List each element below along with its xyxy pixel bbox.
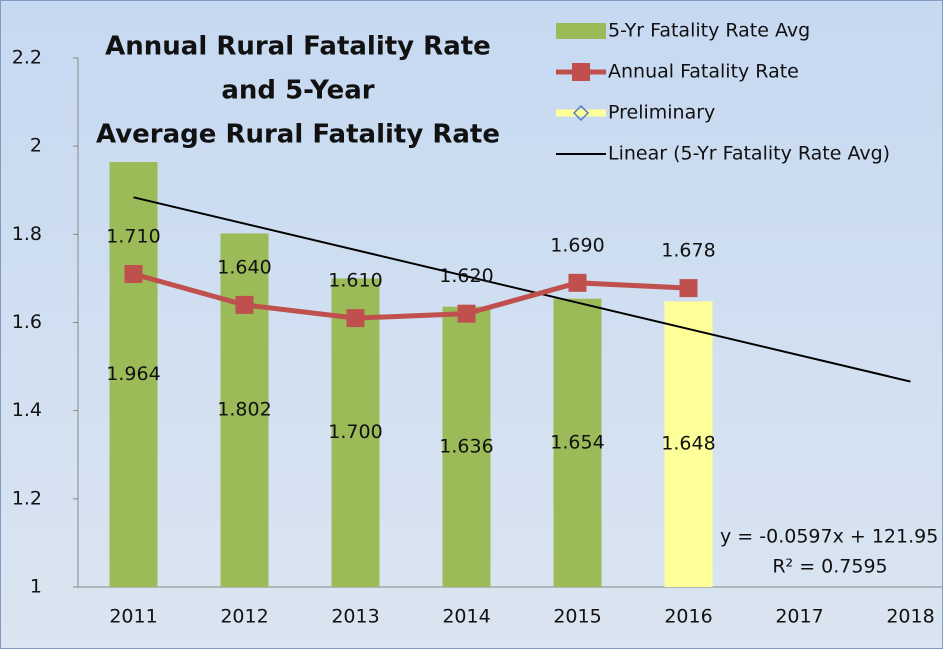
line-value-label: 1.640 [217,256,271,278]
chart-title: Annual Rural Fatality Rate [105,32,491,62]
bar-value-label: 1.802 [217,399,271,421]
line-marker [235,295,254,314]
y-tick-label: 1.4 [12,399,42,421]
line-value-label: 1.710 [106,226,160,248]
bar [442,306,491,587]
trend-equation: y = -0.0597x + 121.95 [720,526,938,548]
line-marker [124,265,143,284]
bar [220,233,269,587]
x-tick-label: 2012 [220,606,268,628]
bar-value-label: 1.648 [661,433,715,455]
legend-swatch [572,104,590,122]
legend-swatch [572,63,590,81]
line-marker [346,309,365,328]
y-tick-label: 2.2 [12,47,42,69]
legend-label: Linear (5-Yr Fatality Rate Avg) [608,143,890,165]
bar [553,298,602,587]
bar [109,162,158,587]
line-value-label: 1.690 [550,234,604,256]
line-series [132,271,689,321]
bar-value-label: 1.654 [550,431,604,453]
y-tick-label: 1.8 [12,223,42,245]
x-tick-label: 2017 [775,606,823,628]
line-value-label: 1.610 [328,270,382,292]
x-tick-label: 2014 [442,606,490,628]
bar [331,278,380,587]
bar-value-label: 1.964 [106,363,160,385]
line-marker [679,279,698,298]
x-tick-label: 2011 [109,606,157,628]
y-tick-label: 1.6 [12,311,42,333]
chart-title: and 5-Year [221,76,374,106]
x-tick-label: 2015 [553,606,601,628]
legend-label: 5-Yr Fatality Rate Avg [608,20,810,42]
x-tick-label: 2018 [886,606,934,628]
legend-label: Preliminary [608,102,715,124]
line-value-label: 1.620 [439,265,493,287]
trendline [133,196,911,383]
line-marker [457,304,476,323]
line-value-label: 1.678 [661,240,715,262]
bar-value-label: 1.636 [439,435,493,457]
x-tick-label: 2013 [331,606,379,628]
chart-title: Average Rural Fatality Rate [96,120,500,150]
y-tick-label: 1.2 [12,487,42,509]
y-tick-label: 2 [30,135,42,157]
y-tick-label: 1 [30,576,42,598]
trend-r2: R² = 0.7595 [772,556,887,578]
legend-swatch [556,23,606,39]
x-tick-label: 2016 [664,606,712,628]
line-marker [568,273,587,292]
legend-label: Annual Fatality Rate [608,61,799,83]
bar-value-label: 1.700 [328,421,382,443]
bar [664,301,713,587]
